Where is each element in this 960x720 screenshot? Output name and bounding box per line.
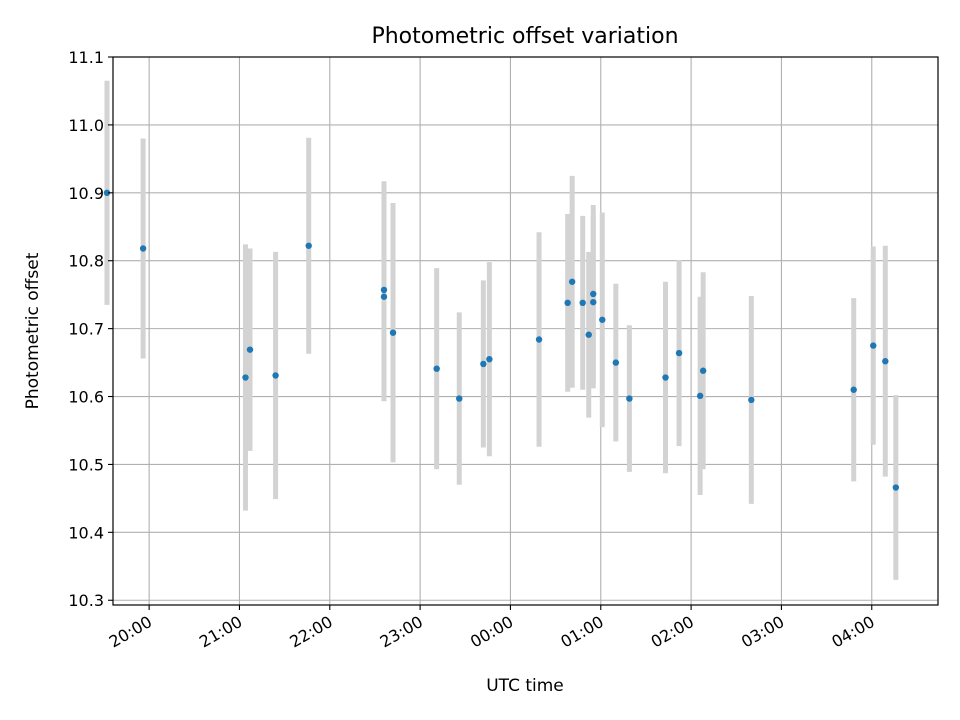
data-point (585, 331, 592, 338)
x-axis-label: UTC time (486, 676, 564, 696)
y-tick-label: 11.1 (68, 48, 104, 67)
y-tick-label: 10.3 (68, 591, 104, 610)
data-point (242, 374, 249, 381)
y-tick-label: 10.9 (68, 184, 104, 203)
data-point (433, 365, 440, 372)
y-tick-label: 10.8 (68, 252, 104, 271)
data-point (305, 242, 312, 249)
data-point (662, 374, 669, 381)
data-points (103, 189, 900, 491)
plot-area (113, 57, 938, 605)
data-point (590, 298, 597, 306)
data-point (626, 395, 633, 402)
data-point (590, 290, 597, 298)
data-point (599, 316, 606, 323)
data-point (272, 372, 279, 379)
data-point (579, 299, 586, 307)
y-tick-label: 10.7 (68, 320, 104, 339)
data-point (486, 355, 493, 363)
plot-frame (112, 56, 939, 606)
data-point (568, 278, 576, 285)
y-tick-label: 10.5 (68, 455, 104, 474)
data-point (380, 286, 388, 294)
data-point (696, 392, 704, 400)
data-point (882, 358, 889, 365)
data-point (870, 342, 877, 349)
data-point (480, 360, 487, 368)
data-point (699, 367, 707, 374)
data-point (675, 349, 683, 357)
data-point (612, 359, 620, 366)
data-point (139, 245, 147, 252)
data-point (380, 293, 388, 300)
y-axis-label: Photometric offset (23, 252, 43, 409)
data-point (748, 396, 755, 404)
data-point (246, 346, 254, 353)
y-tick-label: 10.4 (68, 523, 104, 542)
y-tick-label: 11.0 (68, 116, 104, 135)
data-point (456, 395, 463, 402)
y-tick-label: 10.6 (68, 388, 104, 407)
data-point (850, 386, 857, 393)
chart-title: Photometric offset variation (371, 24, 678, 49)
data-point (892, 484, 900, 491)
data-point (535, 336, 543, 343)
data-point (564, 299, 571, 307)
data-point (103, 189, 111, 197)
data-point (389, 329, 397, 336)
y-axis: 10.3 10.4 10.5 10.6 10.7 10.8 10.9 11.0 11.1 (68, 48, 113, 610)
